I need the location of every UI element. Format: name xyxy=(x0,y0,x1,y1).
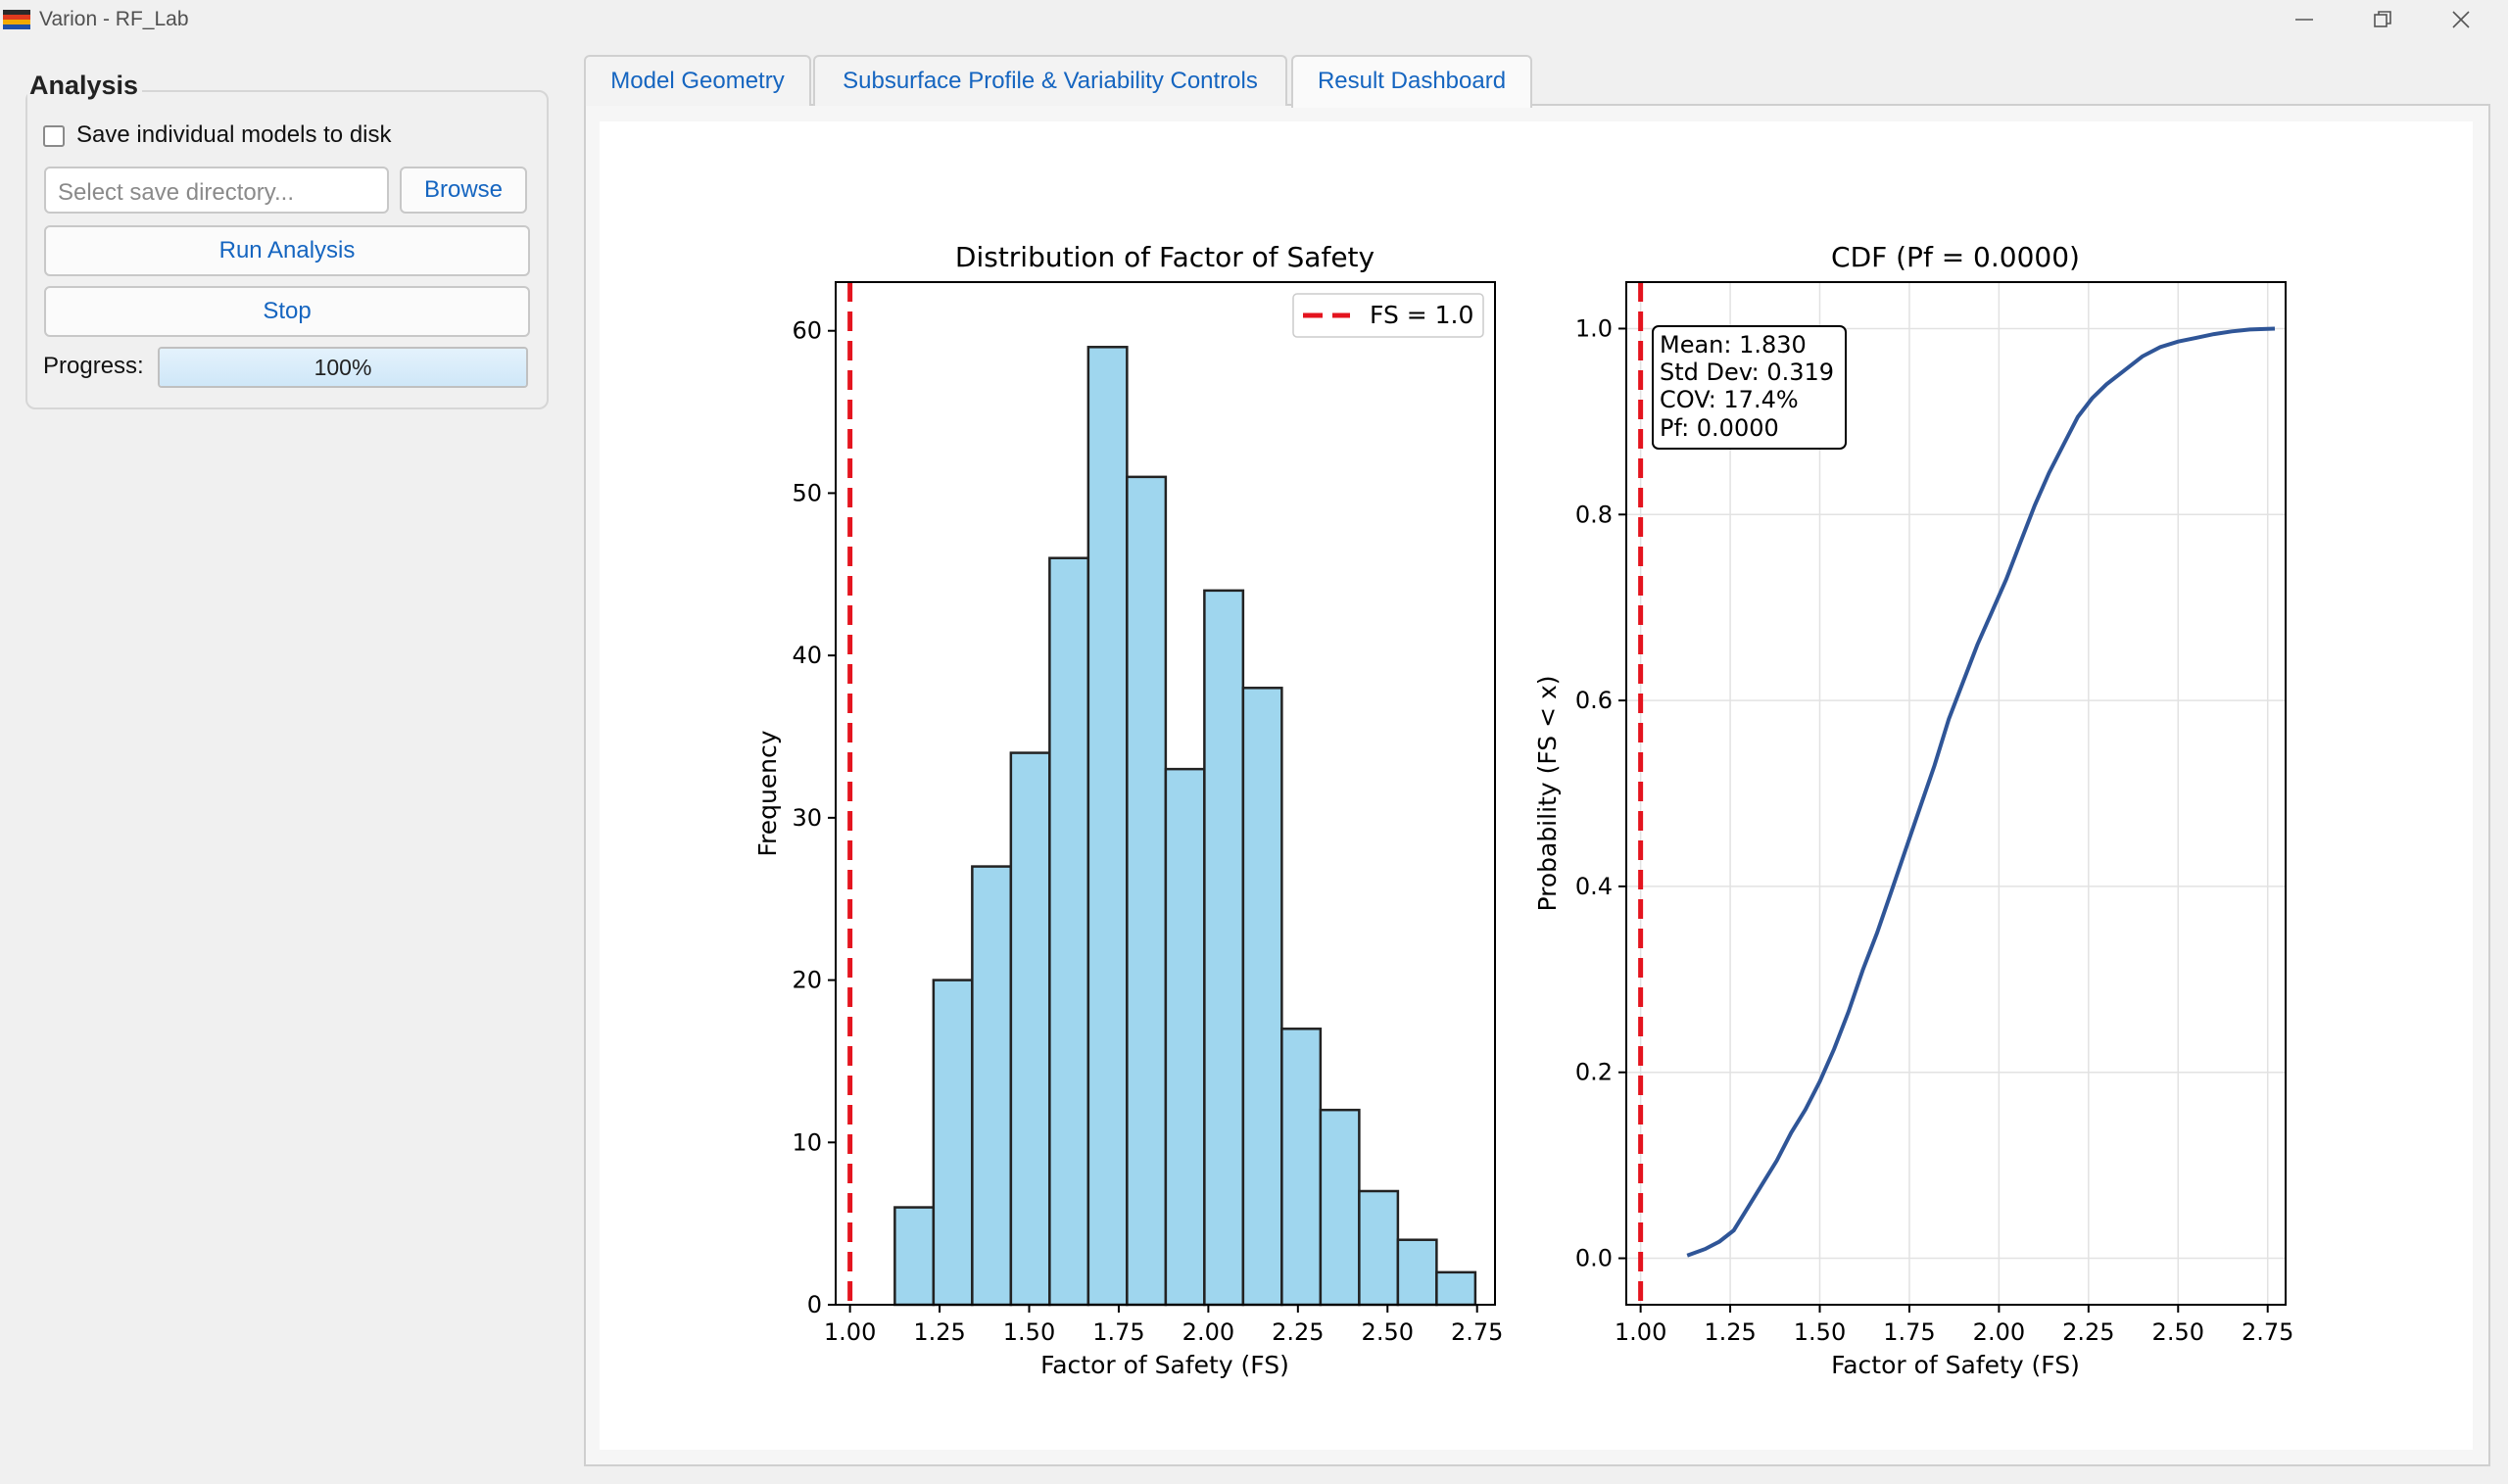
browse-button[interactable]: Browse xyxy=(400,167,527,214)
minimize-icon xyxy=(2295,19,2313,21)
progress-bar-fill xyxy=(160,349,526,386)
stop-button[interactable]: Stop xyxy=(44,286,530,337)
close-icon xyxy=(2452,11,2470,28)
analysis-group xyxy=(25,90,549,409)
save-models-checkbox[interactable] xyxy=(43,125,65,147)
tab-subsurface-profile[interactable]: Subsurface Profile & Variability Control… xyxy=(813,55,1287,106)
progress-text: 100% xyxy=(314,355,372,380)
progress-bar: 100% xyxy=(158,347,528,388)
restore-button[interactable] xyxy=(2343,0,2422,39)
app-icon xyxy=(3,10,30,29)
restore-icon xyxy=(2374,11,2391,27)
tab-model-geometry[interactable]: Model Geometry xyxy=(584,55,811,106)
title-bar: Varion - RF_Lab xyxy=(0,0,2508,39)
progress-label: Progress: xyxy=(43,353,144,379)
run-analysis-button[interactable]: Run Analysis xyxy=(44,225,530,276)
analysis-group-title: Analysis xyxy=(27,71,143,101)
window-title: Varion - RF_Lab xyxy=(39,8,189,30)
save-directory-input[interactable]: Select save directory... xyxy=(44,167,389,214)
close-button[interactable] xyxy=(2422,0,2500,39)
minimize-button[interactable] xyxy=(2265,0,2343,39)
save-models-checkbox-label[interactable]: Save individual models to disk xyxy=(76,121,392,148)
chart-canvas xyxy=(600,121,2473,1450)
tab-result-dashboard[interactable]: Result Dashboard xyxy=(1291,55,1532,108)
